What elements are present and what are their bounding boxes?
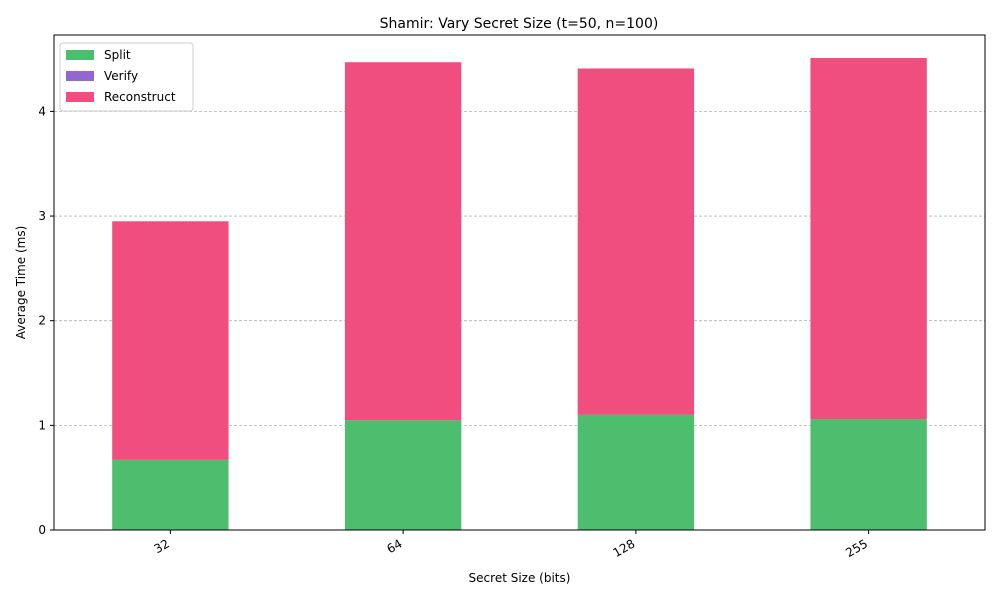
y-tick-label-4: 4	[38, 104, 46, 118]
bar-split-64	[344, 420, 462, 530]
y-tick-label-1: 1	[38, 418, 46, 432]
bar-reconstruct-32	[112, 221, 229, 460]
bar-split-128	[577, 414, 695, 530]
x-tick-label-64: 64	[384, 536, 404, 556]
bar-split-255	[810, 419, 927, 530]
legend-swatch-reconstruct	[66, 92, 94, 102]
plot-area-frame	[53, 34, 986, 531]
bar-split-32	[112, 459, 229, 530]
legend-label-reconstruct: Reconstruct	[104, 90, 176, 104]
x-axis: 32 64 128 255	[152, 530, 870, 560]
bars	[112, 58, 927, 530]
y-axis: 0 1 2 3 4	[38, 104, 54, 537]
bar-reconstruct-128	[577, 68, 695, 415]
legend-swatch-split	[66, 50, 94, 60]
y-tick-label-0: 0	[38, 523, 46, 537]
bar-reconstruct-255	[810, 58, 927, 420]
bar-reconstruct-64	[344, 62, 462, 421]
x-tick-label-128: 128	[611, 536, 638, 560]
y-axis-label: Average Time (ms)	[14, 226, 28, 340]
legend-label-split: Split	[104, 48, 131, 62]
chart-title: Shamir: Vary Secret Size (t=50, n=100)	[380, 16, 659, 32]
y-tick-label-3: 3	[38, 209, 46, 223]
legend: Split Verify Reconstruct	[59, 42, 194, 112]
legend-label-verify: Verify	[104, 69, 138, 83]
legend-swatch-verify	[66, 71, 94, 81]
x-axis-label: Secret Size (bits)	[469, 571, 571, 585]
x-tick-label-255: 255	[843, 536, 870, 560]
x-tick-label-32: 32	[152, 536, 172, 556]
y-tick-label-2: 2	[38, 314, 46, 328]
